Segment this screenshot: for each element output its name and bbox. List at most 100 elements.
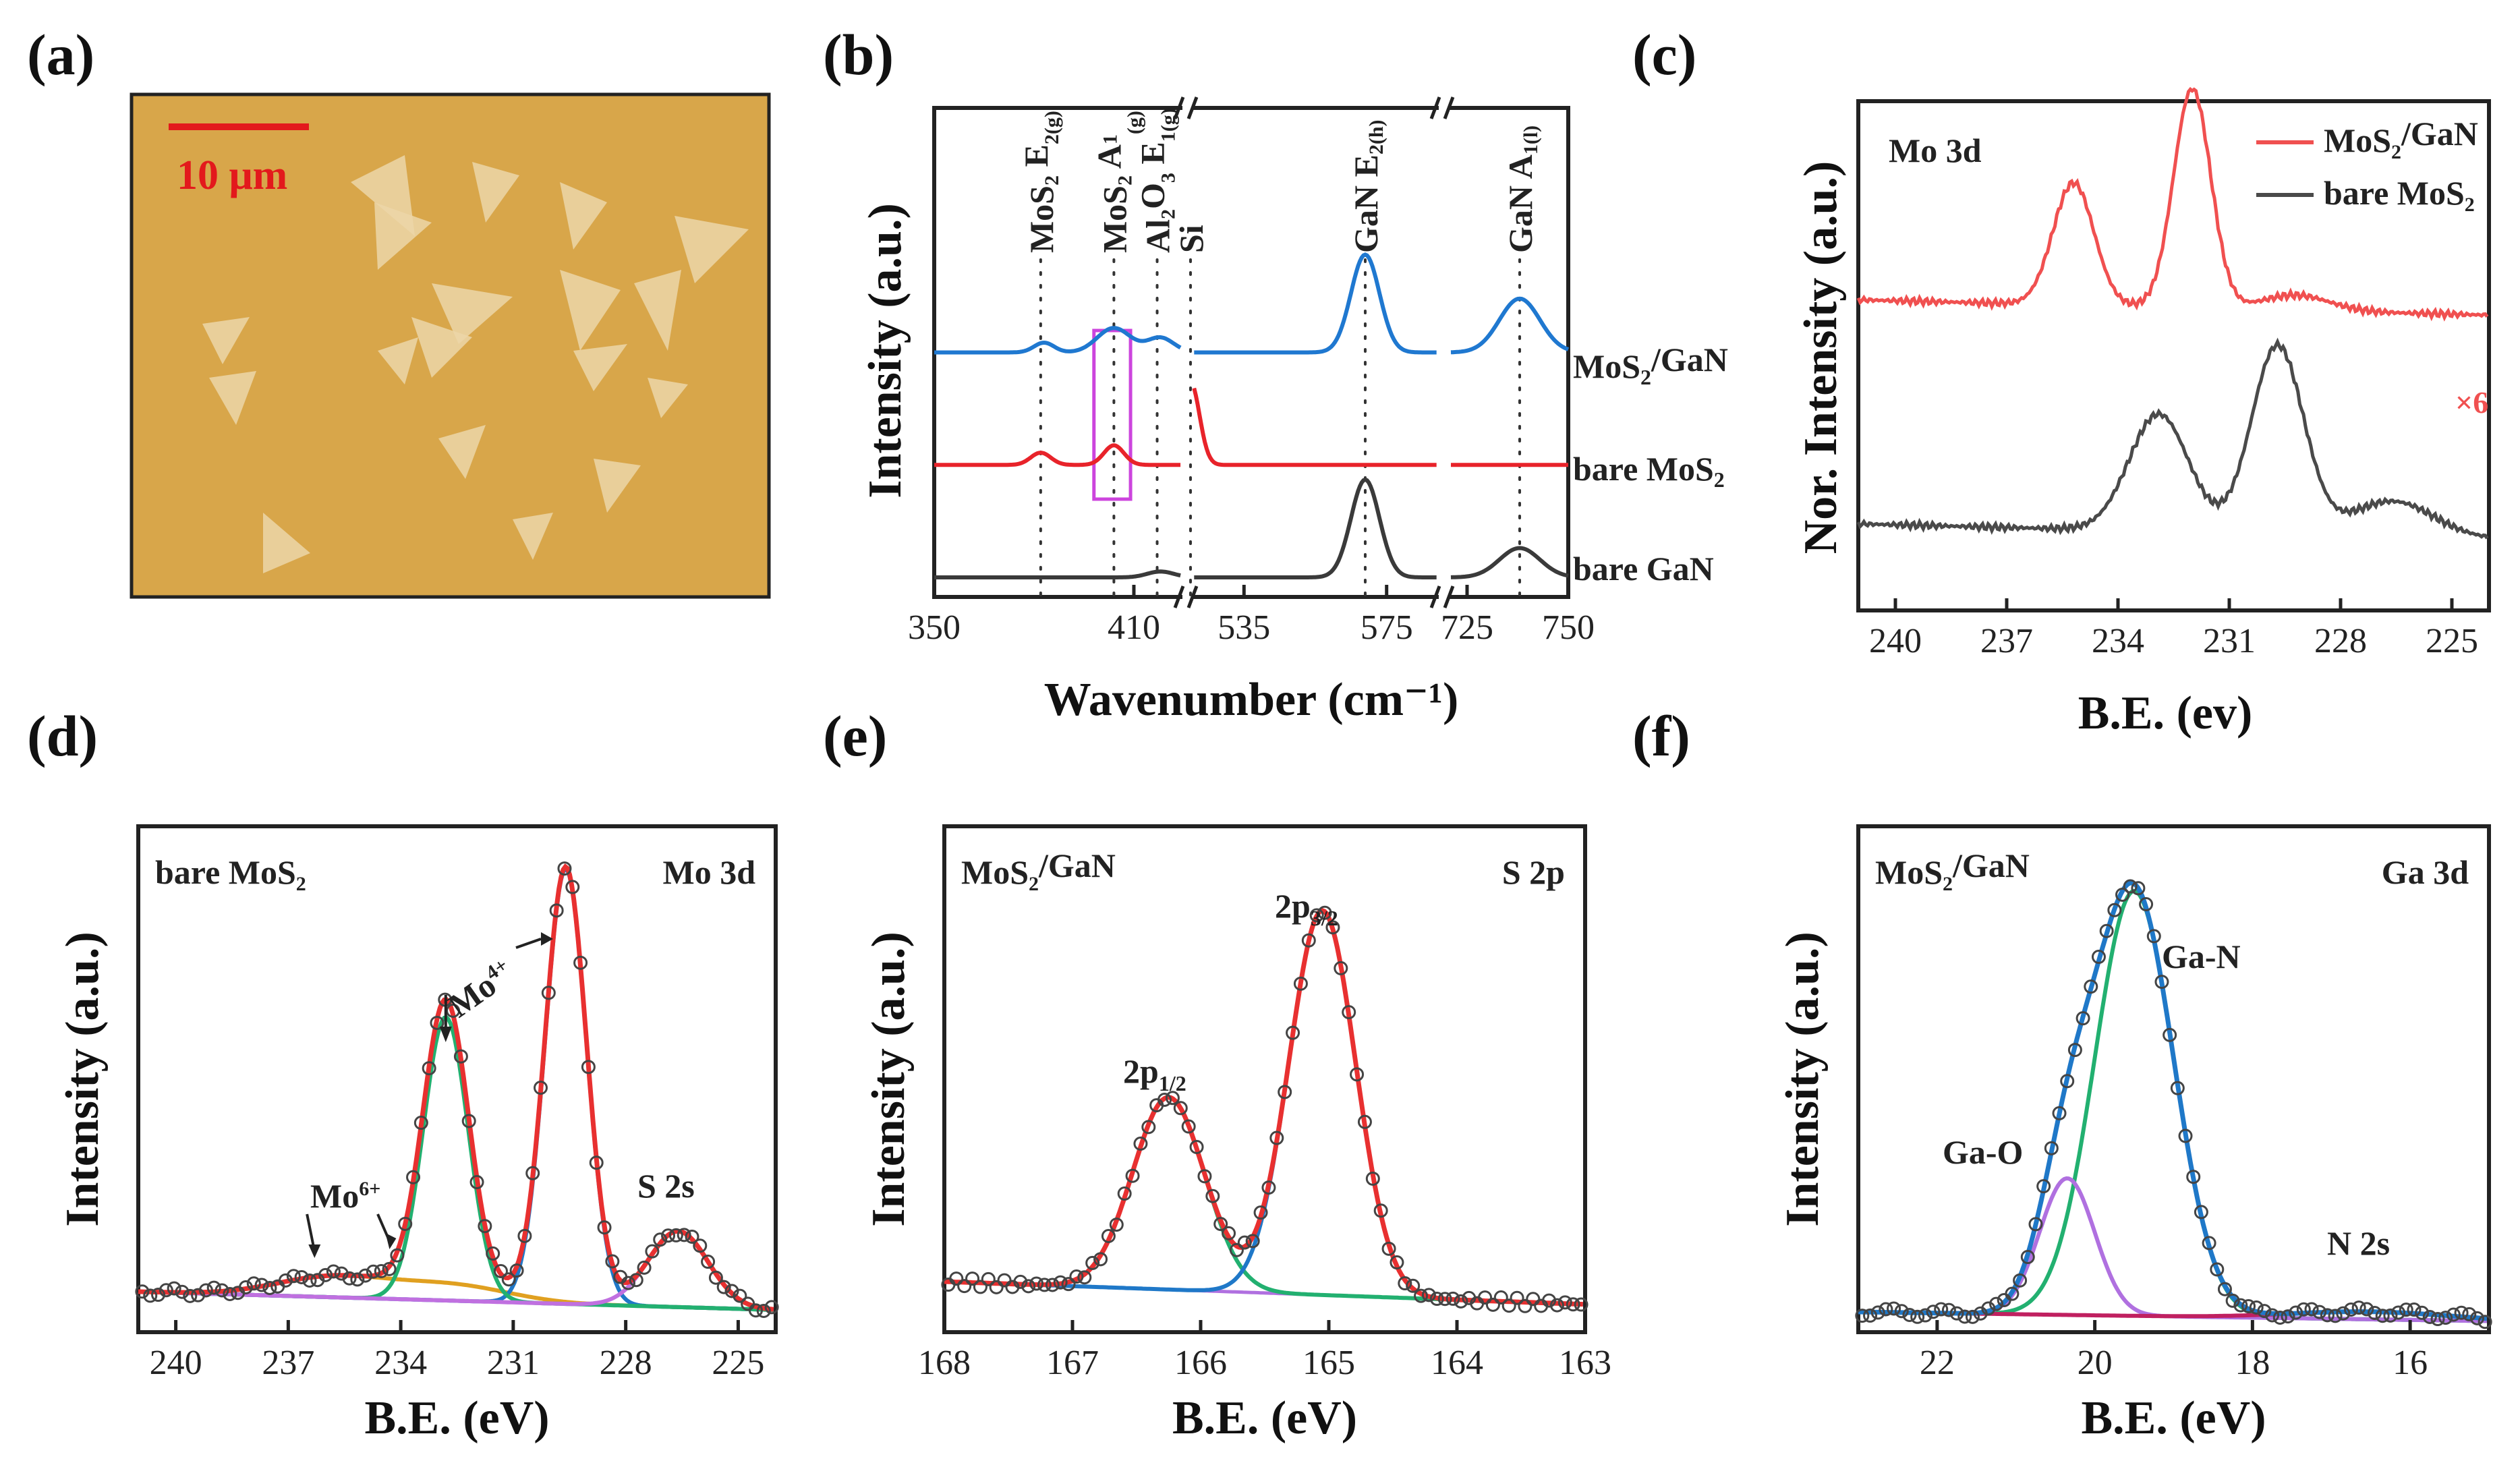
peak-label: MoS2 A1(g) xyxy=(1090,111,1145,253)
data-point xyxy=(1918,1308,1932,1323)
series-line xyxy=(1450,296,1570,355)
data-point xyxy=(1493,1290,1508,1305)
axis-break-gap xyxy=(1182,104,1192,112)
data-point xyxy=(2036,1179,2051,1194)
legend-label: bare MoS2 xyxy=(1573,450,1725,492)
legend-label-part: bare GaN xyxy=(1573,550,1714,588)
data-point xyxy=(167,1281,181,1296)
plot-frame xyxy=(1856,824,2491,1334)
data-point xyxy=(2469,1311,2484,1325)
data-point xyxy=(1037,1278,1052,1292)
data-point xyxy=(549,903,564,918)
data-point xyxy=(701,1255,716,1269)
data-point xyxy=(2383,1308,2398,1323)
data-point xyxy=(1069,1269,1084,1284)
annotation-label: N 2s xyxy=(2327,1224,2390,1262)
flake xyxy=(513,513,553,560)
data-point xyxy=(2020,1250,2035,1265)
data-point xyxy=(2091,950,2106,965)
data-point xyxy=(517,1228,532,1243)
data-point xyxy=(2265,1308,2280,1323)
flake xyxy=(573,344,627,391)
peak-label: Si xyxy=(1172,225,1210,253)
fit-envelope-line xyxy=(138,863,774,1312)
peak-label-part: 1(l) xyxy=(1520,125,1542,154)
data-point xyxy=(1879,1302,1893,1317)
x-tick-label: 750 xyxy=(1542,608,1595,647)
sample-label-part: /GaN xyxy=(1038,847,1116,884)
data-point xyxy=(509,1263,524,1278)
data-point xyxy=(949,1271,964,1286)
data-point xyxy=(573,955,588,970)
data-point xyxy=(478,1219,492,1234)
data-point xyxy=(214,1283,229,1298)
x-axis-label: B.E. (ev) xyxy=(2078,687,2253,739)
data-point xyxy=(2170,1081,2185,1095)
flake xyxy=(438,425,486,479)
data-point xyxy=(1045,1278,1060,1292)
data-point xyxy=(1350,1067,1365,1082)
data-point xyxy=(2123,879,2138,894)
peak-label: GaN E2(h) xyxy=(1347,119,1387,253)
legend-label: bare GaN xyxy=(1573,550,1714,588)
axis-break-mark xyxy=(1173,96,1185,119)
data-point xyxy=(143,1288,158,1303)
peak-label-part: 2 xyxy=(1041,175,1063,185)
y-axis-label: Intensity (a.u.) xyxy=(1777,932,1829,1227)
peak-label-part: A xyxy=(1090,144,1128,175)
data-point xyxy=(1021,1279,1036,1294)
data-point xyxy=(1949,1306,1964,1321)
data-point xyxy=(605,1254,620,1269)
data-point xyxy=(1157,1092,1172,1107)
data-point xyxy=(2430,1312,2445,1327)
peak-label-part: MoS xyxy=(1023,185,1060,253)
peak-label-part: 2(h) xyxy=(1365,119,1387,154)
data-point xyxy=(1085,1255,1100,1270)
data-point xyxy=(1189,1139,1204,1154)
x-axis-label: B.E. (eV) xyxy=(364,1392,549,1444)
legend-label-part: 2 xyxy=(2391,141,2401,163)
data-point xyxy=(469,1175,484,1190)
series-line xyxy=(934,443,1181,467)
flake xyxy=(675,216,749,283)
data-point xyxy=(358,1268,373,1283)
data-point xyxy=(1013,1274,1028,1289)
data-point xyxy=(1077,1270,1092,1285)
data-point xyxy=(1317,905,1332,920)
data-point xyxy=(973,1280,987,1294)
annotation-part: 3/2 xyxy=(1311,906,1338,930)
data-point xyxy=(2422,1309,2437,1324)
data-point xyxy=(637,1260,652,1275)
data-point xyxy=(1574,1297,1588,1312)
data-point xyxy=(1485,1297,1500,1312)
flake xyxy=(432,283,513,344)
annotation-label: Ga-N xyxy=(2162,938,2241,975)
peak-label-part: 2 xyxy=(1157,209,1180,219)
data-point xyxy=(1934,1302,1949,1317)
data-point xyxy=(1957,1309,1972,1324)
highlight-box xyxy=(1092,328,1133,501)
annotation-part: Mo xyxy=(310,1177,359,1215)
legend-label-part: MoS xyxy=(2324,121,2391,159)
legend-label-part: 2 xyxy=(1714,467,1725,492)
x-tick-label: 231 xyxy=(487,1344,540,1382)
annotation-arrowhead xyxy=(439,1027,452,1042)
annotation-arrowhead xyxy=(308,1244,321,1258)
panel-title: Ga 3d xyxy=(2382,853,2469,891)
scale-multiplier: ×6 xyxy=(2455,385,2488,420)
series-line xyxy=(934,326,1182,355)
panel-label: (f) xyxy=(1632,704,1690,768)
axis-break-mark xyxy=(1186,96,1199,119)
data-point xyxy=(430,1015,445,1030)
data-point xyxy=(1910,1309,1925,1324)
peak-label-part: GaN A xyxy=(1501,154,1539,253)
data-point xyxy=(1229,1242,1244,1257)
data-point xyxy=(1197,1169,1212,1184)
panel-f-chart: 22 20 18 16 Ga 3d MoS2/GaN B.E. (eV) Intensity … xyxy=(1777,824,2492,1444)
data-point xyxy=(989,1280,1004,1294)
series-line xyxy=(1192,387,1437,467)
legend-label-part: /GaN xyxy=(2401,115,2478,152)
series-line xyxy=(934,569,1181,579)
axis-break-mark xyxy=(1429,585,1441,608)
data-point xyxy=(2005,1286,2020,1301)
